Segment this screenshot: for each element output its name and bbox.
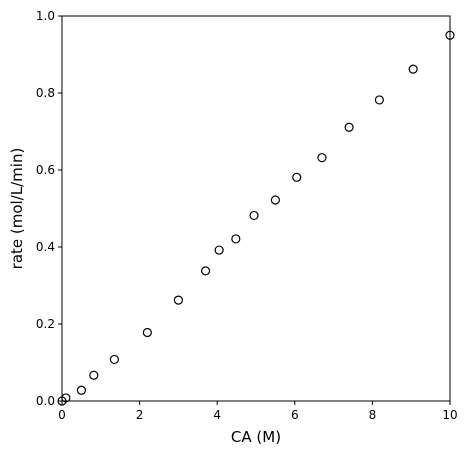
data-point [214,245,224,255]
data-point [317,153,327,163]
data-point [200,266,211,276]
y-tick-label: 0.4 [36,240,55,254]
y-tick-label: 0.2 [36,317,55,331]
y-tick-label: 1.0 [36,9,55,23]
axis-ticks: 0 2 4 6 8 10 0.0 0.2 0.4 0.6 0.8 1.0 [36,9,458,422]
x-tick-label: 8 [369,408,377,422]
x-axis-label: CA (M) [231,428,281,446]
data-point [249,210,259,221]
x-tick-label: 4 [213,408,221,422]
x-tick-label: 0 [58,408,66,422]
y-tick-label: 0.0 [36,394,55,408]
data-point [374,95,384,105]
data-point [270,195,280,205]
x-tick-label: 6 [291,408,299,422]
data-point [109,354,119,365]
plot-area [62,16,450,401]
data-point [76,385,87,395]
data-point [89,370,99,380]
data-point [408,64,418,74]
plot-frame [61,15,451,402]
x-tick-label: 10 [442,408,457,422]
data-point [142,327,152,338]
data-points [57,30,455,406]
y-tick-label: 0.8 [36,86,55,100]
data-point [173,295,183,305]
data-point [344,122,354,132]
y-tick-label: 0.6 [36,163,55,177]
x-tick-label: 2 [136,408,144,422]
data-point [292,172,302,182]
y-axis-label: rate (mol/L/min) [8,148,26,270]
data-point [231,234,241,244]
